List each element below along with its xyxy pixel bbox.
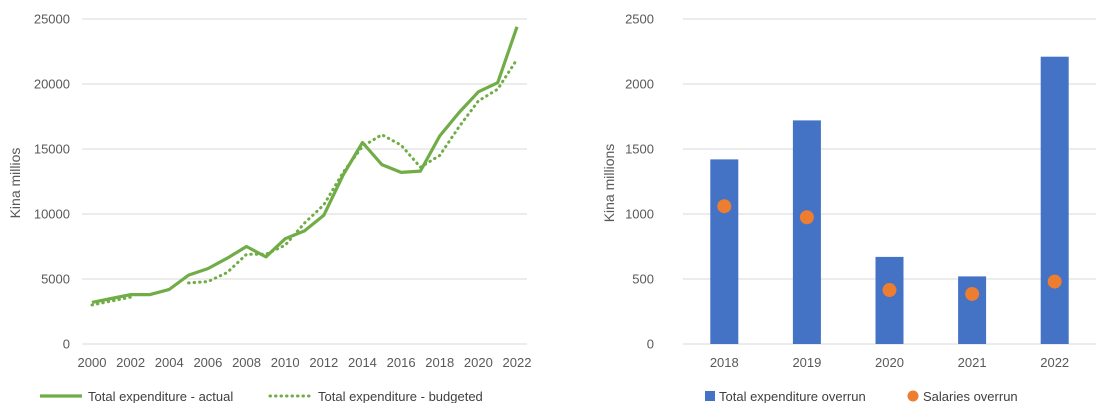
x-tick-labels: 2018 2019 2020 2021 2022 [710,355,1069,370]
x-tick-label: 2012 [309,355,338,370]
y-tick-label: 2000 [625,77,654,92]
y-tick-label: 20000 [34,77,70,92]
x-tick-label: 2010 [271,355,300,370]
legend-label-salaries-overrun: Salaries overrun [923,389,1018,403]
y-tick-label: 5000 [41,272,70,287]
marker-salaries-overrun [717,199,732,214]
y-tick-label: 10000 [34,207,70,222]
x-tick-label: 2022 [1040,355,1069,370]
y-tick-label: 1500 [625,142,654,157]
bar-total-overrun [875,256,904,344]
series-line-actual [91,26,519,304]
x-tick-label: 2020 [875,355,904,370]
grid-lines [82,18,527,345]
y-tick-label: 0 [63,337,70,352]
x-tick-label: 2018 [710,355,739,370]
x-tick-label: 2014 [348,355,377,370]
x-tick-label: 2000 [78,355,107,370]
series-line-budgeted [90,295,133,307]
x-tick-label: 2006 [193,355,222,370]
legend: Total expenditure overrun Salaries overr… [705,389,1018,403]
x-tick-label: 2002 [116,355,145,370]
x-tick-label: 2004 [155,355,184,370]
y-tick-labels: 0 500 1000 1500 2000 2500 [625,12,654,352]
x-tick-label: 2019 [792,355,821,370]
y-tick-label: 0 [647,337,654,352]
y-tick-labels: 0 5000 10000 15000 20000 25000 [34,12,70,352]
y-tick-label: 1000 [625,207,654,222]
x-tick-labels: 2000 2002 2004 2006 2008 2010 2012 2014 2016 2018… [78,355,532,370]
series-line-budgeted [187,57,519,285]
x-tick-label: 2016 [387,355,416,370]
legend-label-budgeted: Total expenditure - budgeted [318,389,483,403]
y-tick-label: 15000 [34,142,70,157]
x-tick-label: 2022 [503,355,532,370]
legend-label-actual: Total expenditure - actual [88,389,233,403]
bar-chart-overruns: 0 500 1000 1500 2000 2500 2018 2019 2020 2021 202… [601,12,1096,403]
bars [710,56,1069,345]
y-tick-label: 500 [632,272,654,287]
bar-total-overrun [1040,56,1069,344]
y-tick-label: 2500 [625,12,654,27]
y-tick-label: 25000 [34,12,70,27]
legend-label-total-overrun: Total expenditure overrun [719,389,866,403]
markers [717,199,1062,301]
legend: Total expenditure - actual Total expendi… [40,389,483,403]
bar-total-overrun [958,276,987,344]
x-tick-label: 2020 [464,355,493,370]
legend-swatch-total-overrun [705,391,715,401]
x-tick-label: 2018 [425,355,454,370]
y-axis-label: Kina millions [601,144,617,223]
bar-total-overrun [710,159,739,344]
x-tick-label: 2021 [958,355,987,370]
marker-salaries-overrun [1047,274,1062,289]
y-axis-label: Kina millios [7,148,23,219]
marker-salaries-overrun [799,210,814,225]
series-lines [90,26,519,307]
x-tick-label: 2008 [232,355,261,370]
marker-salaries-overrun [965,286,980,301]
bar-total-overrun [792,120,821,345]
marker-salaries-overrun [882,283,897,298]
legend-swatch-salaries-overrun [907,390,919,402]
